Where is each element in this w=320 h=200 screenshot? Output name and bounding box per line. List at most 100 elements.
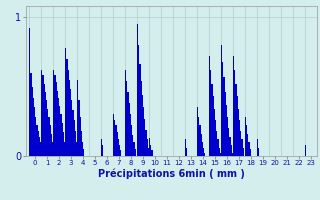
Bar	[47, 109, 48, 156]
Bar	[143, 107, 144, 156]
Bar	[63, 132, 64, 156]
Bar	[81, 131, 82, 156]
Bar	[70, 89, 71, 156]
Bar	[34, 107, 35, 156]
Bar	[64, 142, 65, 156]
Bar	[233, 56, 234, 156]
Bar	[40, 142, 41, 156]
Bar	[246, 125, 247, 156]
Bar	[65, 48, 66, 156]
Bar	[35, 117, 36, 156]
Bar	[236, 96, 238, 156]
Bar	[53, 70, 54, 156]
Bar	[257, 139, 258, 156]
Bar	[217, 139, 219, 156]
Bar	[144, 118, 145, 156]
Bar	[216, 131, 217, 156]
Bar	[138, 45, 140, 156]
Bar	[198, 117, 199, 156]
Bar	[125, 70, 126, 156]
Bar	[37, 131, 39, 156]
Bar	[57, 91, 58, 156]
Bar	[229, 137, 230, 156]
Bar	[66, 59, 68, 156]
Bar	[135, 149, 136, 156]
X-axis label: Précipitations 6min ( mm ): Précipitations 6min ( mm )	[98, 169, 244, 179]
Bar	[235, 84, 236, 156]
Bar	[243, 148, 244, 156]
Bar	[78, 100, 80, 156]
Bar	[215, 120, 216, 156]
Bar	[45, 92, 46, 156]
Bar	[145, 130, 147, 156]
Bar	[147, 139, 148, 156]
Bar	[151, 150, 153, 156]
Bar	[141, 81, 142, 156]
Bar	[117, 132, 118, 156]
Bar	[249, 142, 250, 156]
Bar	[68, 70, 69, 156]
Bar	[240, 131, 241, 156]
Bar	[83, 149, 84, 156]
Bar	[130, 114, 131, 156]
Bar	[234, 70, 235, 156]
Bar	[51, 134, 52, 156]
Bar	[223, 77, 225, 156]
Bar	[116, 125, 117, 156]
Bar	[82, 142, 83, 156]
Bar	[32, 87, 33, 156]
Bar	[197, 107, 198, 156]
Bar	[132, 135, 133, 156]
Bar	[39, 137, 40, 156]
Bar	[258, 148, 259, 156]
Bar	[142, 95, 143, 156]
Bar	[75, 131, 76, 156]
Bar	[241, 139, 243, 156]
Bar	[185, 139, 186, 156]
Bar	[71, 100, 72, 156]
Bar	[118, 139, 119, 156]
Bar	[46, 100, 47, 156]
Bar	[210, 70, 211, 156]
Bar	[77, 80, 78, 156]
Bar	[59, 106, 60, 156]
Bar	[250, 149, 251, 156]
Bar	[148, 148, 149, 156]
Bar	[29, 28, 30, 156]
Bar	[80, 117, 81, 156]
Bar	[69, 80, 70, 156]
Bar	[36, 125, 37, 156]
Bar	[76, 142, 77, 156]
Bar	[239, 120, 240, 156]
Bar	[33, 98, 34, 156]
Bar	[52, 142, 53, 156]
Bar	[50, 125, 51, 156]
Bar	[222, 62, 223, 156]
Bar	[56, 82, 57, 156]
Bar	[186, 148, 188, 156]
Bar	[41, 70, 42, 156]
Bar	[212, 96, 214, 156]
Bar	[150, 145, 151, 156]
Bar	[54, 75, 56, 156]
Bar	[204, 153, 205, 156]
Bar	[202, 142, 203, 156]
Bar	[42, 75, 44, 156]
Bar	[133, 142, 135, 156]
Bar	[58, 98, 59, 156]
Bar	[127, 92, 129, 156]
Bar	[140, 64, 141, 156]
Bar	[101, 139, 102, 156]
Bar	[209, 56, 210, 156]
Bar	[245, 117, 246, 156]
Bar	[211, 84, 212, 156]
Bar	[114, 120, 116, 156]
Bar	[221, 45, 222, 156]
Bar	[220, 153, 221, 156]
Bar	[219, 148, 220, 156]
Bar	[74, 120, 75, 156]
Bar	[30, 73, 32, 156]
Bar	[214, 109, 215, 156]
Bar	[230, 145, 232, 156]
Bar	[305, 145, 306, 156]
